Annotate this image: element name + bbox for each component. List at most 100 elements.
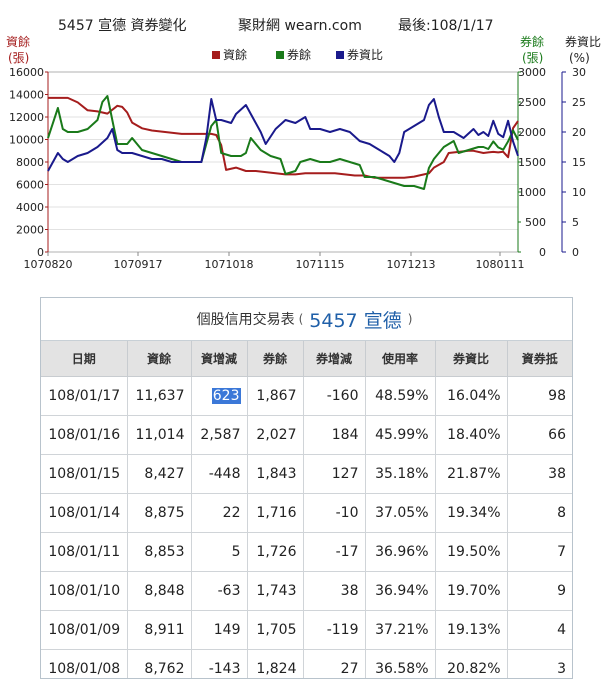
table-cell: 8,911	[127, 611, 191, 650]
table-cell: 108/01/08	[41, 650, 127, 679]
col-header[interactable]: 使用率	[365, 341, 435, 377]
left-tick-label: 14000	[9, 89, 44, 102]
table-cell: 108/01/14	[41, 494, 127, 533]
table-cell: -10	[303, 494, 365, 533]
title-bracket-left: (	[299, 312, 304, 326]
table-cell: 623	[191, 377, 247, 416]
table-cell: 1,867	[247, 377, 303, 416]
col-header[interactable]: 資券抵	[507, 341, 572, 377]
table-cell: 38	[507, 455, 572, 494]
legend-swatch	[276, 51, 284, 59]
right-tick-label: 1000	[518, 186, 546, 199]
table-cell: 8,848	[127, 572, 191, 611]
table-header-row: 日期資餘資增減券餘券增減使用率券資比資券抵	[41, 341, 572, 377]
legend-label: 券餘	[287, 47, 311, 62]
selected-text[interactable]: 623	[212, 388, 241, 404]
left-axis-title: 資餘	[6, 34, 30, 49]
table-cell: 8,762	[127, 650, 191, 679]
ratio-tick-label: 20	[572, 126, 586, 139]
x-tick-label: 1070820	[24, 258, 73, 271]
table-cell: 108/01/16	[41, 416, 127, 455]
table-cell: 45.99%	[365, 416, 435, 455]
table-cell: 37.05%	[365, 494, 435, 533]
table-cell: 19.34%	[435, 494, 507, 533]
right-tick-label: 1500	[518, 156, 546, 169]
table-cell: 1,743	[247, 572, 303, 611]
table-cell: 108/01/15	[41, 455, 127, 494]
ratio-tick-label: 30	[572, 66, 586, 79]
table-cell: 9	[507, 572, 572, 611]
table-cell: 19.13%	[435, 611, 507, 650]
left-tick-label: 6000	[16, 179, 44, 192]
table-stock-code: 5457 宣德	[309, 306, 401, 333]
table-cell: 1,843	[247, 455, 303, 494]
table-cell: 1,705	[247, 611, 303, 650]
right-tick-label: 0	[539, 246, 546, 259]
table-cell: 184	[303, 416, 365, 455]
table-cell: 8	[507, 494, 572, 533]
table-cell: -448	[191, 455, 247, 494]
col-header[interactable]: 資增減	[191, 341, 247, 377]
site-name: 聚財網 wearn.com	[238, 18, 362, 34]
table-cell: 38	[303, 572, 365, 611]
ratio-tick-label: 15	[572, 156, 586, 169]
col-header[interactable]: 券資比	[435, 341, 507, 377]
table-cell: 1,824	[247, 650, 303, 679]
ratio-tick-label: 0	[572, 246, 579, 259]
table-cell: -17	[303, 533, 365, 572]
col-header[interactable]: 日期	[41, 341, 127, 377]
table-cell: 35.18%	[365, 455, 435, 494]
table-cell: 21.87%	[435, 455, 507, 494]
table-cell: 11,637	[127, 377, 191, 416]
table-cell: 1,726	[247, 533, 303, 572]
col-header[interactable]: 券增減	[303, 341, 365, 377]
left-tick-label: 4000	[16, 201, 44, 214]
table-cell: 2,027	[247, 416, 303, 455]
table-cell: 3	[507, 650, 572, 679]
table-cell: 16.04%	[435, 377, 507, 416]
table-title-text: 個股信用交易表	[197, 309, 295, 329]
x-tick-label: 1070917	[114, 258, 163, 271]
table-cell: 66	[507, 416, 572, 455]
legend-swatch	[212, 51, 220, 59]
chart-stock-title: 5457 宣德 資券變化	[58, 18, 187, 34]
right-tick-label: 3000	[518, 66, 546, 79]
table-cell: 7	[507, 533, 572, 572]
table-cell: 19.50%	[435, 533, 507, 572]
right-tick-label: 2500	[518, 96, 546, 109]
table-title: 個股信用交易表 ( 5457 宣德 )	[41, 298, 572, 341]
title-bracket-right: )	[408, 312, 413, 326]
table-cell: 27	[303, 650, 365, 679]
credit-table-panel: 個股信用交易表 ( 5457 宣德 ) 日期資餘資增減券餘券增減使用率券資比資券…	[40, 297, 573, 679]
right-axis-title: 券餘	[520, 34, 544, 49]
table-cell: 108/01/17	[41, 377, 127, 416]
table-cell: 20.82%	[435, 650, 507, 679]
table-cell: 36.96%	[365, 533, 435, 572]
table-cell: 98	[507, 377, 572, 416]
ratio-tick-label: 5	[572, 216, 579, 229]
table-cell: 48.59%	[365, 377, 435, 416]
col-header[interactable]: 資餘	[127, 341, 191, 377]
table-cell: -63	[191, 572, 247, 611]
table-cell: 11,014	[127, 416, 191, 455]
table-cell: 108/01/09	[41, 611, 127, 650]
col-header[interactable]: 券餘	[247, 341, 303, 377]
table-cell: 2,587	[191, 416, 247, 455]
table-cell: 108/01/11	[41, 533, 127, 572]
table-cell: 19.70%	[435, 572, 507, 611]
table-cell: 8,875	[127, 494, 191, 533]
legend-label: 資餘	[223, 47, 247, 62]
left-tick-label: 12000	[9, 111, 44, 124]
table-cell: 36.58%	[365, 650, 435, 679]
right-tick-label: 2000	[518, 126, 546, 139]
left-tick-label: 2000	[16, 224, 44, 237]
right-axis-unit: (張)	[522, 51, 543, 65]
table-cell: 37.21%	[365, 611, 435, 650]
